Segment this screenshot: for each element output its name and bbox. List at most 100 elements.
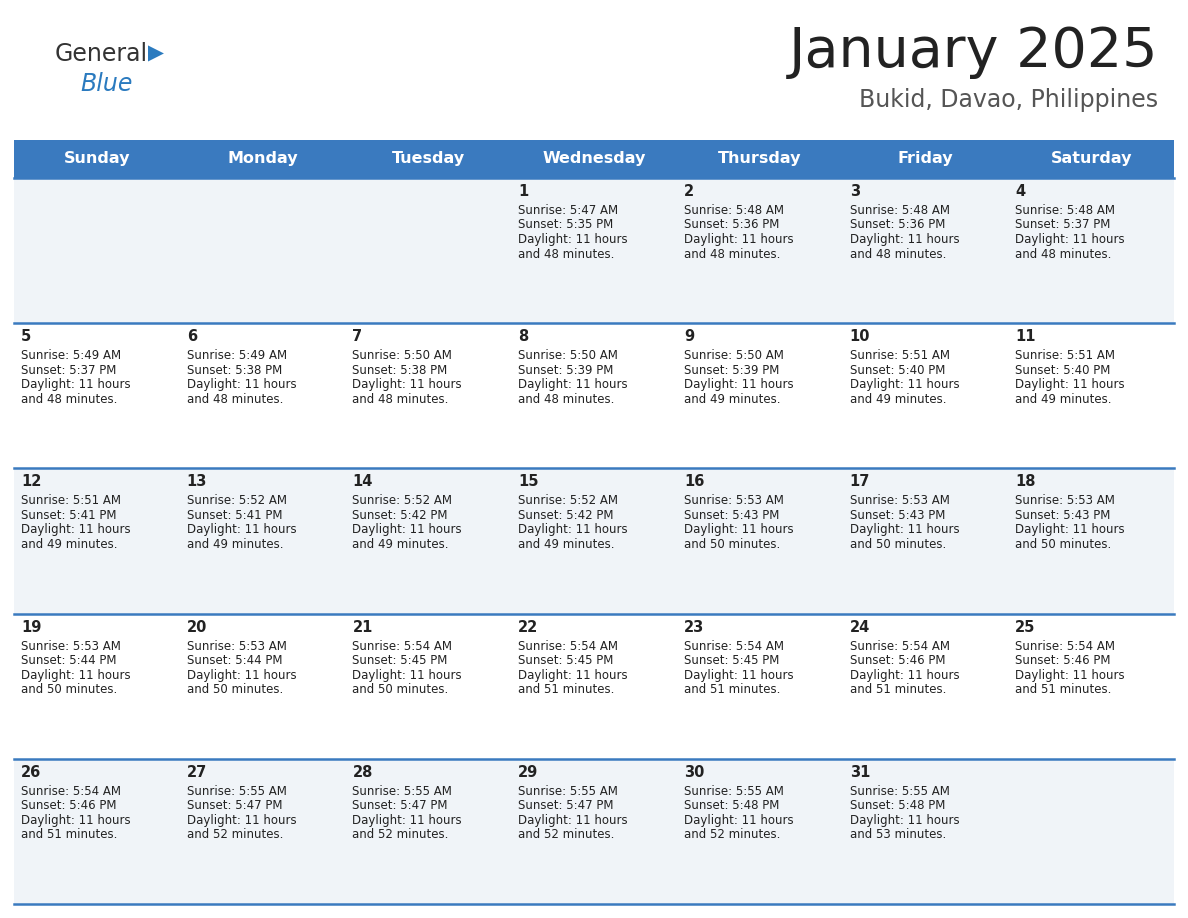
Text: Sunset: 5:42 PM: Sunset: 5:42 PM (518, 509, 614, 522)
Text: and 49 minutes.: and 49 minutes. (1016, 393, 1112, 406)
Text: Daylight: 11 hours: Daylight: 11 hours (518, 378, 627, 391)
Text: Sunrise: 5:49 AM: Sunrise: 5:49 AM (187, 349, 286, 363)
Text: Thursday: Thursday (718, 151, 802, 166)
Text: and 48 minutes.: and 48 minutes. (187, 393, 283, 406)
Text: 22: 22 (518, 620, 538, 634)
Text: Daylight: 11 hours: Daylight: 11 hours (518, 233, 627, 246)
Text: Daylight: 11 hours: Daylight: 11 hours (1016, 233, 1125, 246)
Text: 10: 10 (849, 330, 870, 344)
Text: Sunrise: 5:52 AM: Sunrise: 5:52 AM (353, 495, 453, 508)
Text: Daylight: 11 hours: Daylight: 11 hours (849, 233, 959, 246)
Text: and 49 minutes.: and 49 minutes. (187, 538, 283, 551)
Text: Daylight: 11 hours: Daylight: 11 hours (187, 668, 296, 681)
Text: Sunrise: 5:55 AM: Sunrise: 5:55 AM (353, 785, 453, 798)
Text: Wednesday: Wednesday (542, 151, 646, 166)
Text: 24: 24 (849, 620, 870, 634)
Bar (14, 613, 1174, 759)
Text: and 51 minutes.: and 51 minutes. (21, 828, 118, 841)
Text: Daylight: 11 hours: Daylight: 11 hours (353, 668, 462, 681)
Text: 17: 17 (849, 475, 870, 489)
Text: Sunset: 5:41 PM: Sunset: 5:41 PM (21, 509, 116, 522)
Text: Sunrise: 5:53 AM: Sunrise: 5:53 AM (684, 495, 784, 508)
Text: Sunset: 5:38 PM: Sunset: 5:38 PM (187, 364, 282, 376)
Text: Daylight: 11 hours: Daylight: 11 hours (518, 523, 627, 536)
Text: 13: 13 (187, 475, 207, 489)
Text: Daylight: 11 hours: Daylight: 11 hours (518, 813, 627, 827)
Text: 16: 16 (684, 475, 704, 489)
Text: Sunset: 5:42 PM: Sunset: 5:42 PM (353, 509, 448, 522)
Text: Daylight: 11 hours: Daylight: 11 hours (684, 668, 794, 681)
Text: 21: 21 (353, 620, 373, 634)
Text: 11: 11 (1016, 330, 1036, 344)
Text: and 48 minutes.: and 48 minutes. (518, 248, 614, 261)
Text: Sunset: 5:40 PM: Sunset: 5:40 PM (1016, 364, 1111, 376)
Text: Sunset: 5:45 PM: Sunset: 5:45 PM (684, 655, 779, 667)
Bar (842, 140, 1009, 178)
Text: 29: 29 (518, 765, 538, 779)
Text: Daylight: 11 hours: Daylight: 11 hours (849, 668, 959, 681)
Text: Sunrise: 5:47 AM: Sunrise: 5:47 AM (518, 204, 618, 217)
Text: Sunset: 5:47 PM: Sunset: 5:47 PM (353, 800, 448, 812)
Text: 23: 23 (684, 620, 704, 634)
Text: 25: 25 (1016, 620, 1036, 634)
Text: Daylight: 11 hours: Daylight: 11 hours (353, 378, 462, 391)
Text: Sunrise: 5:48 AM: Sunrise: 5:48 AM (849, 204, 949, 217)
Text: Sunrise: 5:55 AM: Sunrise: 5:55 AM (187, 785, 286, 798)
Text: Daylight: 11 hours: Daylight: 11 hours (353, 523, 462, 536)
Text: Sunrise: 5:53 AM: Sunrise: 5:53 AM (849, 495, 949, 508)
Text: and 51 minutes.: and 51 minutes. (518, 683, 614, 696)
Text: and 48 minutes.: and 48 minutes. (849, 248, 946, 261)
Text: Daylight: 11 hours: Daylight: 11 hours (1016, 523, 1125, 536)
Text: Sunrise: 5:53 AM: Sunrise: 5:53 AM (1016, 495, 1116, 508)
Text: Sunset: 5:48 PM: Sunset: 5:48 PM (849, 800, 944, 812)
Text: Sunrise: 5:54 AM: Sunrise: 5:54 AM (684, 640, 784, 653)
Bar (677, 140, 842, 178)
Text: Sunset: 5:47 PM: Sunset: 5:47 PM (518, 800, 614, 812)
Text: Blue: Blue (80, 72, 132, 96)
Text: January 2025: January 2025 (789, 25, 1158, 79)
Text: 19: 19 (21, 620, 42, 634)
Text: Sunset: 5:37 PM: Sunset: 5:37 PM (1016, 218, 1111, 231)
Text: and 52 minutes.: and 52 minutes. (187, 828, 283, 841)
Text: Sunset: 5:39 PM: Sunset: 5:39 PM (684, 364, 779, 376)
Text: Sunrise: 5:48 AM: Sunrise: 5:48 AM (684, 204, 784, 217)
Text: Tuesday: Tuesday (392, 151, 465, 166)
Text: Sunrise: 5:55 AM: Sunrise: 5:55 AM (518, 785, 618, 798)
Text: Daylight: 11 hours: Daylight: 11 hours (187, 813, 296, 827)
Text: Sunrise: 5:54 AM: Sunrise: 5:54 AM (353, 640, 453, 653)
Text: 2: 2 (684, 184, 694, 199)
Text: Daylight: 11 hours: Daylight: 11 hours (353, 813, 462, 827)
Bar (14, 323, 1174, 468)
Text: Sunrise: 5:51 AM: Sunrise: 5:51 AM (1016, 349, 1116, 363)
Text: 7: 7 (353, 330, 362, 344)
Text: and 49 minutes.: and 49 minutes. (849, 393, 946, 406)
Text: and 52 minutes.: and 52 minutes. (353, 828, 449, 841)
Text: and 51 minutes.: and 51 minutes. (684, 683, 781, 696)
Text: 5: 5 (21, 330, 31, 344)
Text: Sunrise: 5:55 AM: Sunrise: 5:55 AM (849, 785, 949, 798)
Text: Sunset: 5:37 PM: Sunset: 5:37 PM (21, 364, 116, 376)
Text: and 48 minutes.: and 48 minutes. (21, 393, 118, 406)
Text: and 50 minutes.: and 50 minutes. (187, 683, 283, 696)
Text: 27: 27 (187, 765, 207, 779)
Text: Bukid, Davao, Philippines: Bukid, Davao, Philippines (859, 88, 1158, 112)
Text: Daylight: 11 hours: Daylight: 11 hours (849, 378, 959, 391)
Text: Sunset: 5:47 PM: Sunset: 5:47 PM (187, 800, 283, 812)
Text: Daylight: 11 hours: Daylight: 11 hours (1016, 668, 1125, 681)
Text: Sunset: 5:46 PM: Sunset: 5:46 PM (1016, 655, 1111, 667)
Text: Daylight: 11 hours: Daylight: 11 hours (21, 523, 131, 536)
Text: Sunset: 5:43 PM: Sunset: 5:43 PM (684, 509, 779, 522)
Text: and 52 minutes.: and 52 minutes. (684, 828, 781, 841)
Text: and 51 minutes.: and 51 minutes. (1016, 683, 1112, 696)
Text: Sunset: 5:45 PM: Sunset: 5:45 PM (518, 655, 613, 667)
Text: Sunset: 5:38 PM: Sunset: 5:38 PM (353, 364, 448, 376)
Text: and 49 minutes.: and 49 minutes. (353, 538, 449, 551)
Text: and 49 minutes.: and 49 minutes. (684, 393, 781, 406)
Bar (14, 468, 1174, 613)
Text: Daylight: 11 hours: Daylight: 11 hours (849, 523, 959, 536)
Text: Saturday: Saturday (1050, 151, 1132, 166)
Text: and 52 minutes.: and 52 minutes. (518, 828, 614, 841)
Text: 26: 26 (21, 765, 42, 779)
Text: ◀: ◀ (148, 42, 164, 62)
Text: Sunrise: 5:54 AM: Sunrise: 5:54 AM (518, 640, 618, 653)
